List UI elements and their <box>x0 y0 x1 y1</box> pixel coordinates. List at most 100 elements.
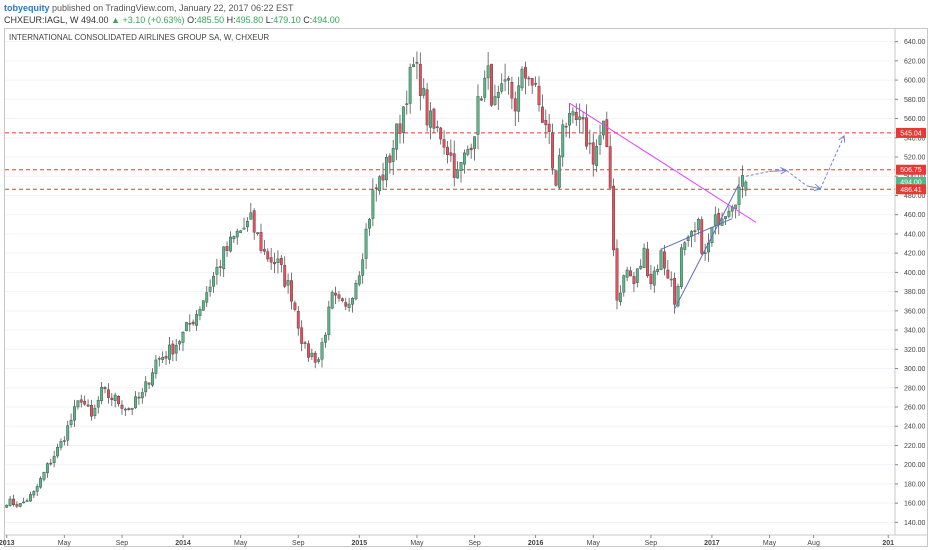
candle-down <box>452 153 456 178</box>
candle-up <box>134 396 137 409</box>
candle-up <box>56 446 59 457</box>
x-tick-label: 201 <box>882 540 894 547</box>
y-tick-label: 280.00 <box>904 385 926 392</box>
low-value: 479.10 <box>273 15 301 25</box>
candle-up <box>154 359 158 374</box>
candle-up <box>239 230 243 233</box>
candle-up <box>100 386 104 402</box>
candle-down <box>218 266 222 268</box>
candle-down <box>137 396 141 399</box>
candle-up <box>422 87 426 96</box>
candle-up <box>561 124 565 158</box>
candle-up <box>235 230 239 238</box>
price-label-text: 494.00 <box>900 180 922 187</box>
candle-down <box>12 498 15 505</box>
candle-down <box>171 343 175 355</box>
candle-up <box>456 169 460 179</box>
candle-up <box>361 259 365 276</box>
x-tick-label: May <box>763 540 777 547</box>
trendline-descending <box>569 102 757 223</box>
y-tick-label: 620.00 <box>904 58 926 65</box>
y-tick-label: 580.00 <box>904 97 926 104</box>
x-tick-label: Sep <box>116 540 129 547</box>
candle-up <box>476 96 480 135</box>
candle-down <box>537 85 541 106</box>
candle-up <box>483 77 487 98</box>
candle-down <box>103 387 107 390</box>
chart-title: INTERNATIONAL CONSOLIDATED AIRLINES GROU… <box>9 33 270 42</box>
candle-up <box>215 267 219 275</box>
candle-down <box>693 230 697 232</box>
candle-up <box>317 359 321 362</box>
y-tick-label: 220.00 <box>904 443 926 450</box>
y-tick-label: 140.00 <box>904 520 926 527</box>
candle-down <box>527 77 531 80</box>
candle-down <box>117 396 121 405</box>
candle-down <box>663 251 666 269</box>
candle-down <box>666 269 670 279</box>
candle-up <box>42 471 46 480</box>
candle-down <box>106 389 110 398</box>
candle-up <box>276 258 280 263</box>
candle-up <box>184 322 188 331</box>
candle-down <box>337 294 341 299</box>
candle-down <box>307 343 310 358</box>
close-value: 494.00 <box>312 15 340 25</box>
candle-down <box>530 77 534 86</box>
candle-up <box>435 126 439 129</box>
candle-down <box>300 327 304 344</box>
x-tick-label: 2015 <box>352 540 368 547</box>
candle-up <box>724 216 727 219</box>
candle-up <box>618 292 622 303</box>
candle-up <box>286 280 290 286</box>
candle-up <box>212 275 215 287</box>
y-tick-label: 320.00 <box>904 347 926 354</box>
arrow-head-icon <box>838 134 846 143</box>
candle-up <box>703 252 707 254</box>
change-arrow-icon: ▲ <box>111 15 120 25</box>
candle-up <box>734 204 738 209</box>
candle-down <box>490 63 493 106</box>
high-value: 495.80 <box>235 15 264 25</box>
candles <box>5 51 748 509</box>
candle-down <box>398 123 402 134</box>
trendline-wedge-upper <box>660 218 733 250</box>
y-tick-label: 300.00 <box>904 366 926 373</box>
candle-down <box>629 270 632 277</box>
y-tick-label: 480.00 <box>904 193 926 200</box>
candle-up <box>493 96 497 105</box>
candle-down <box>615 248 619 301</box>
candle-up <box>161 357 165 360</box>
candle-up <box>76 400 80 408</box>
projection-arrow <box>745 134 846 192</box>
candle-up <box>22 501 26 504</box>
high-label: H: <box>226 15 236 25</box>
candle-up <box>557 155 561 188</box>
price-label-text: 486.41 <box>900 187 922 194</box>
price-label-text: 506.75 <box>900 167 922 174</box>
candle-down <box>510 81 514 99</box>
low-label: L: <box>265 15 274 25</box>
candle-up <box>696 219 700 231</box>
candle-up <box>459 162 463 171</box>
price-label-box <box>896 177 926 187</box>
candle-down <box>547 123 551 132</box>
candle-down <box>673 278 677 305</box>
candle-up <box>378 176 382 191</box>
candle-down <box>49 462 53 465</box>
candle-up <box>405 103 409 105</box>
candle-up <box>676 285 680 307</box>
y-tick-label: 160.00 <box>904 501 926 508</box>
candle-up <box>364 228 368 259</box>
candle-down <box>266 251 270 260</box>
candle-down <box>534 83 538 85</box>
candle-up <box>222 246 226 270</box>
candle-up <box>195 314 198 326</box>
chart-frame[interactable] <box>4 28 928 547</box>
author-name[interactable]: tobyequity <box>4 3 50 13</box>
candle-down <box>303 342 307 344</box>
projection-segment <box>769 169 787 172</box>
y-tick-label: 240.00 <box>904 424 926 431</box>
candle-up <box>622 275 626 293</box>
